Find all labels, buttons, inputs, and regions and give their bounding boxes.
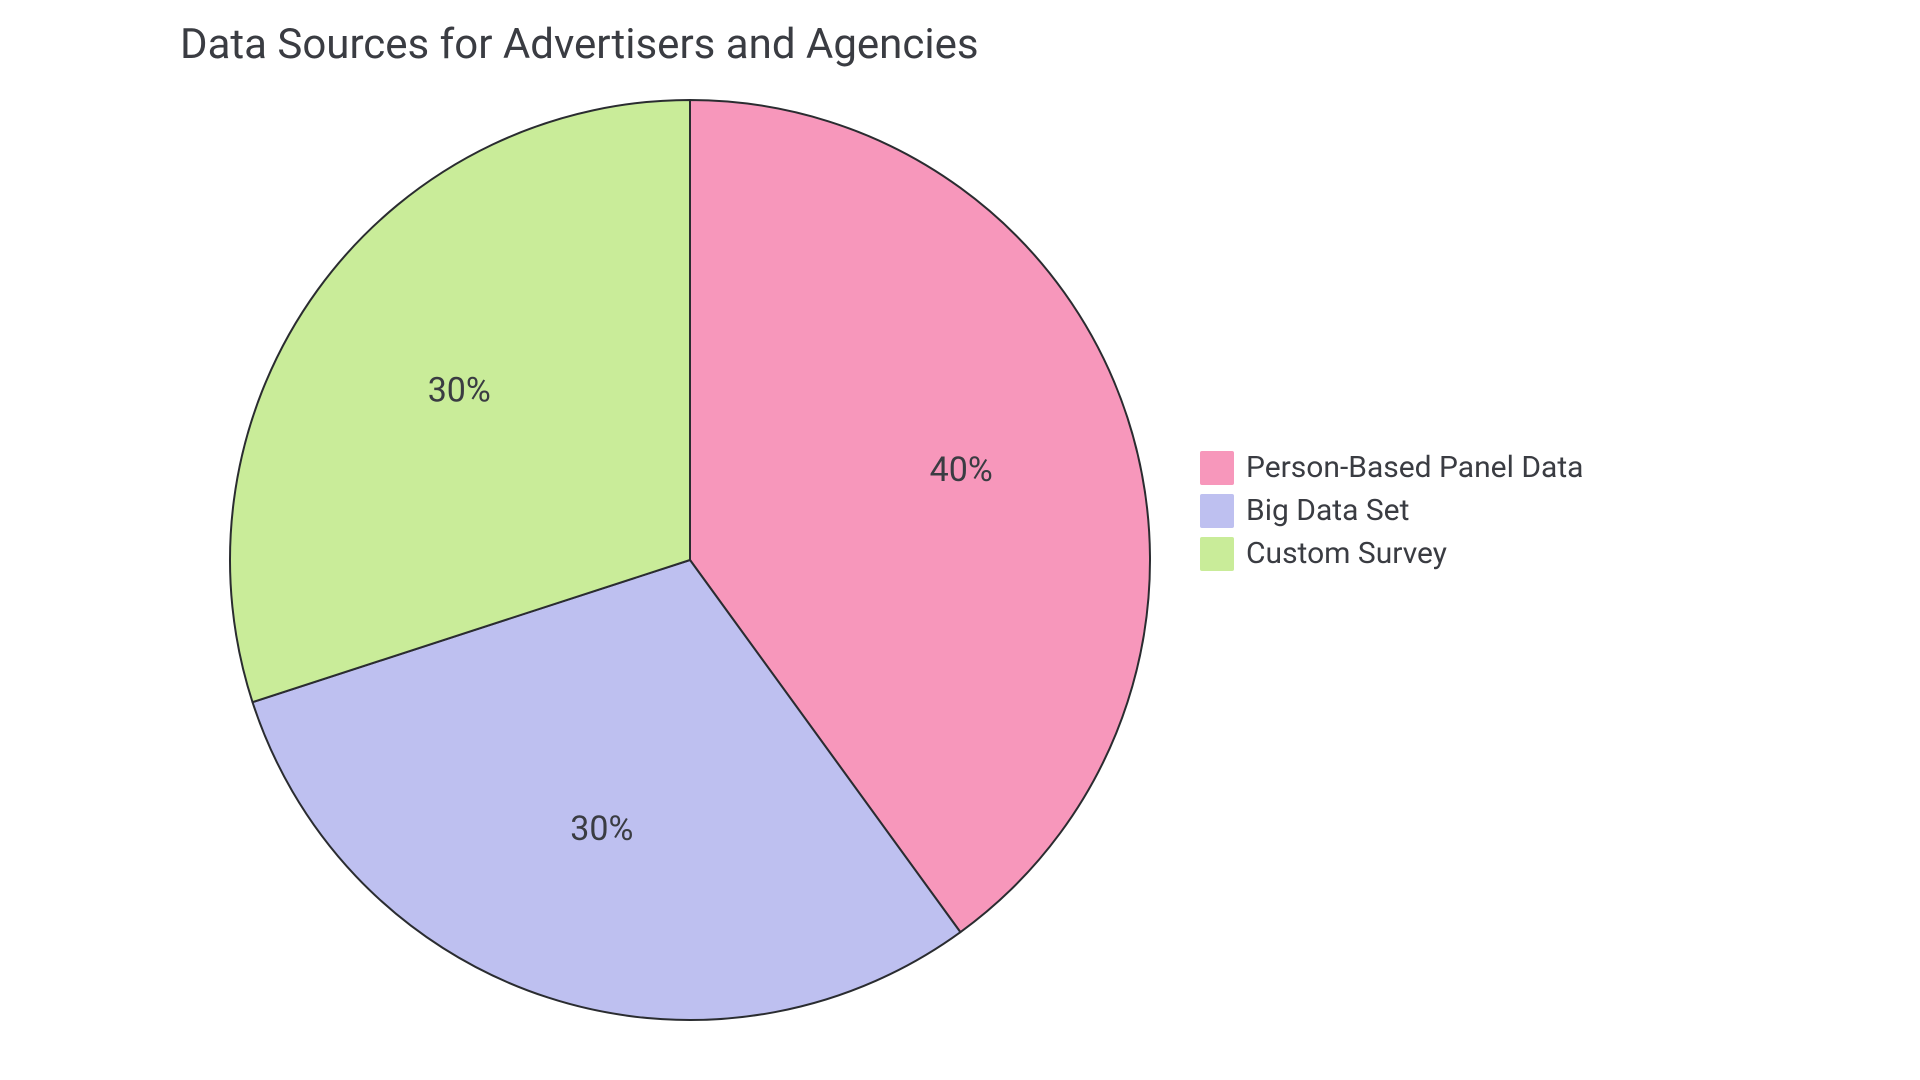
legend-swatch [1200,537,1234,571]
slice-label: 30% [570,809,633,849]
slice-label: 30% [428,370,491,410]
legend-swatch [1200,451,1234,485]
legend-swatch [1200,494,1234,528]
slice-label: 40% [930,450,993,490]
legend-label: Custom Survey [1246,536,1447,571]
chart-title: Data Sources for Advertisers and Agencie… [180,20,979,69]
legend-item: Custom Survey [1200,536,1583,571]
chart-container: Data Sources for Advertisers and Agencie… [0,0,1920,1080]
legend-label: Person-Based Panel Data [1246,450,1583,485]
legend: Person-Based Panel Data Big Data Set Custo… [1200,450,1583,571]
legend-item: Big Data Set [1200,493,1583,528]
legend-label: Big Data Set [1246,493,1409,528]
legend-item: Person-Based Panel Data [1200,450,1583,485]
pie-chart: 40% 30% 30% [220,90,1160,1030]
